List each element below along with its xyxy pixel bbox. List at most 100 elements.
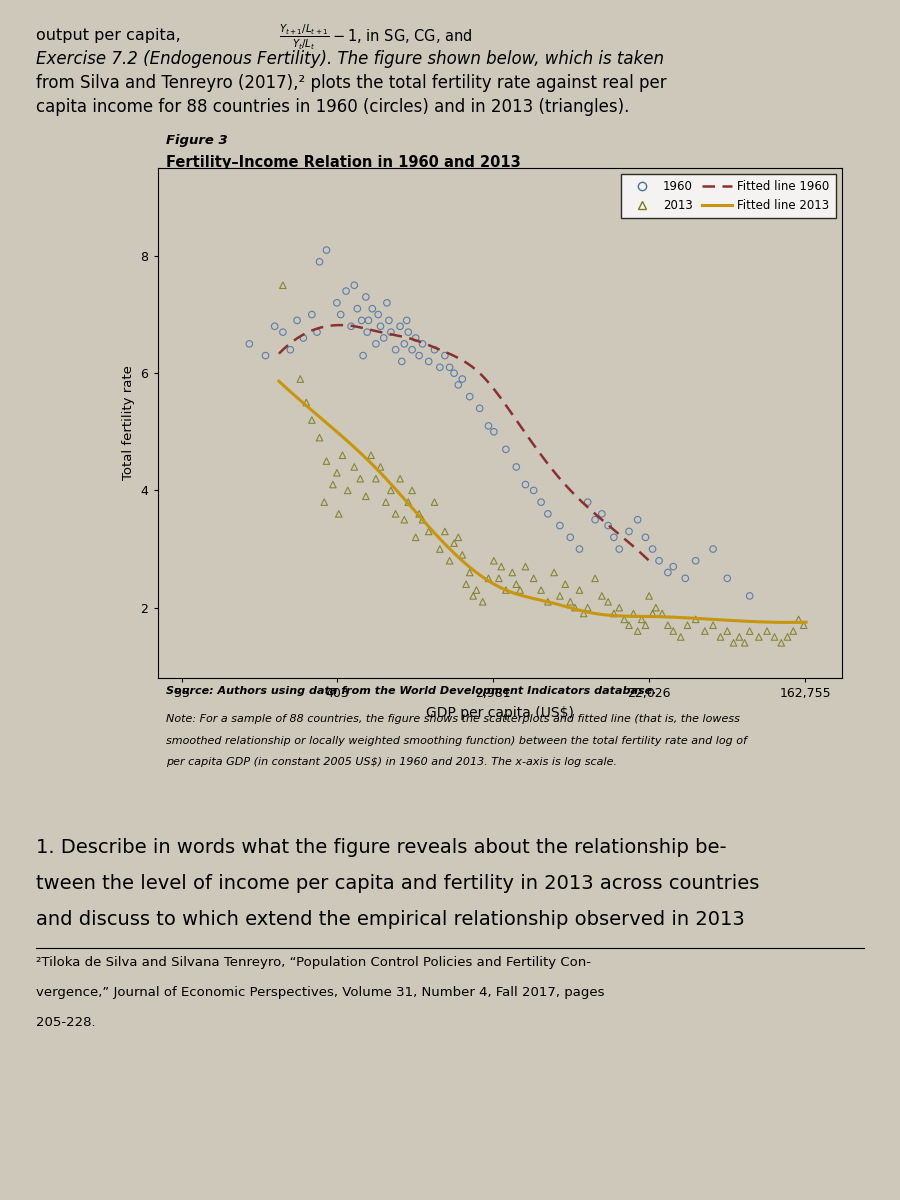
- Point: [572, 581, 587, 600]
- Point: [361, 311, 375, 330]
- Point: [451, 528, 465, 547]
- Point: [412, 346, 427, 365]
- Point: [796, 616, 811, 635]
- Point: [634, 610, 649, 629]
- Point: [320, 451, 334, 470]
- Point: [494, 557, 508, 576]
- Text: from Silva and Tenreyro (2017),² plots the total fertility rate against real per: from Silva and Tenreyro (2017),² plots t…: [36, 74, 667, 92]
- Point: [329, 463, 344, 482]
- Point: [258, 346, 273, 365]
- Point: [612, 598, 626, 617]
- Point: [655, 604, 670, 623]
- Point: [369, 469, 383, 488]
- Point: [509, 575, 524, 594]
- Point: [317, 492, 331, 511]
- Point: [369, 335, 383, 354]
- Point: [443, 358, 457, 377]
- Point: [389, 340, 403, 359]
- Point: [475, 592, 490, 611]
- Point: [447, 534, 462, 553]
- Text: Exercise 7.2 (Endogenous Fertility). The figure shown below, which is taken: Exercise 7.2 (Endogenous Fertility). The…: [36, 50, 664, 68]
- Point: [401, 492, 416, 511]
- Point: [358, 287, 373, 306]
- Text: Fertility–Income Relation in 1960 and 2013: Fertility–Income Relation in 1960 and 20…: [166, 155, 521, 169]
- Point: [601, 516, 616, 535]
- Point: [304, 305, 319, 324]
- Point: [451, 376, 465, 395]
- Point: [463, 563, 477, 582]
- Point: [649, 598, 663, 617]
- Point: [482, 416, 496, 436]
- Text: 205-228.: 205-228.: [36, 1016, 95, 1030]
- Point: [577, 604, 591, 623]
- Point: [400, 311, 414, 330]
- Point: [595, 504, 609, 523]
- Text: per capita GDP (in constant 2005 US$) in 1960 and 2013. The x-axis is log scale.: per capita GDP (in constant 2005 US$) in…: [166, 757, 617, 767]
- Point: [678, 569, 692, 588]
- Point: [768, 628, 782, 647]
- Point: [513, 581, 527, 600]
- Point: [631, 510, 645, 529]
- Point: [541, 504, 555, 523]
- Point: [580, 598, 595, 617]
- Text: output per capita,: output per capita,: [36, 28, 181, 43]
- Point: [299, 392, 313, 412]
- Point: [732, 628, 746, 647]
- Point: [547, 563, 562, 582]
- Point: [526, 481, 541, 500]
- Point: [714, 628, 728, 647]
- Point: [437, 522, 452, 541]
- Point: [397, 510, 411, 529]
- Point: [355, 311, 369, 330]
- Point: [774, 634, 788, 653]
- Point: [364, 445, 378, 464]
- Point: [380, 293, 394, 312]
- Point: [553, 587, 567, 606]
- Text: ²Tiloka de Silva and Silvana Tenreyro, “Population Control Policies and Fertilit: ²Tiloka de Silva and Silvana Tenreyro, “…: [36, 956, 591, 970]
- Point: [673, 628, 688, 647]
- Text: $\frac{Y_{t+1}/L_{t+1}}{Y_t/L_t} - 1$, in SG, CG, and: $\frac{Y_{t+1}/L_{t+1}}{Y_t/L_t} - 1$, i…: [279, 23, 472, 52]
- Text: vergence,” Journal of Economic Perspectives, Volume 31, Number 4, Fall 2017, pag: vergence,” Journal of Economic Perspecti…: [36, 986, 605, 1000]
- Point: [358, 487, 373, 506]
- Point: [638, 528, 652, 547]
- Legend: 1960, 2013, Fitted line 1960, Fitted line 2013: 1960, 2013, Fitted line 1960, Fitted lin…: [621, 174, 835, 217]
- Point: [612, 540, 626, 559]
- Point: [356, 346, 370, 365]
- Point: [645, 540, 660, 559]
- Point: [737, 634, 751, 653]
- Point: [534, 492, 548, 511]
- Point: [742, 622, 757, 641]
- Point: [631, 622, 645, 641]
- Point: [393, 317, 408, 336]
- Text: and discuss to which extend the empirical relationship observed in 2013: and discuss to which extend the empirica…: [36, 910, 745, 929]
- Point: [242, 335, 256, 354]
- Point: [472, 398, 487, 418]
- Point: [509, 457, 524, 476]
- Point: [304, 410, 319, 430]
- Point: [617, 610, 632, 629]
- Point: [491, 569, 506, 588]
- Point: [526, 569, 541, 588]
- Point: [534, 581, 548, 600]
- Point: [383, 481, 398, 500]
- Y-axis label: Total fertility rate: Total fertility rate: [122, 366, 135, 480]
- Point: [405, 340, 419, 359]
- Point: [347, 276, 362, 295]
- Point: [412, 504, 427, 523]
- Point: [374, 457, 388, 476]
- Point: [518, 557, 533, 576]
- Point: [706, 540, 720, 559]
- Text: Source: Authors using data from the World Development Indicators database.: Source: Authors using data from the Worl…: [166, 686, 657, 696]
- Point: [312, 252, 327, 271]
- Point: [336, 445, 350, 464]
- Point: [638, 616, 652, 635]
- Point: [505, 563, 519, 582]
- Point: [652, 551, 666, 570]
- Point: [326, 475, 340, 494]
- Point: [428, 340, 442, 359]
- Point: [553, 516, 567, 535]
- Point: [786, 622, 800, 641]
- Point: [760, 622, 774, 641]
- X-axis label: GDP per capita (US$): GDP per capita (US$): [426, 706, 573, 720]
- Point: [275, 276, 290, 295]
